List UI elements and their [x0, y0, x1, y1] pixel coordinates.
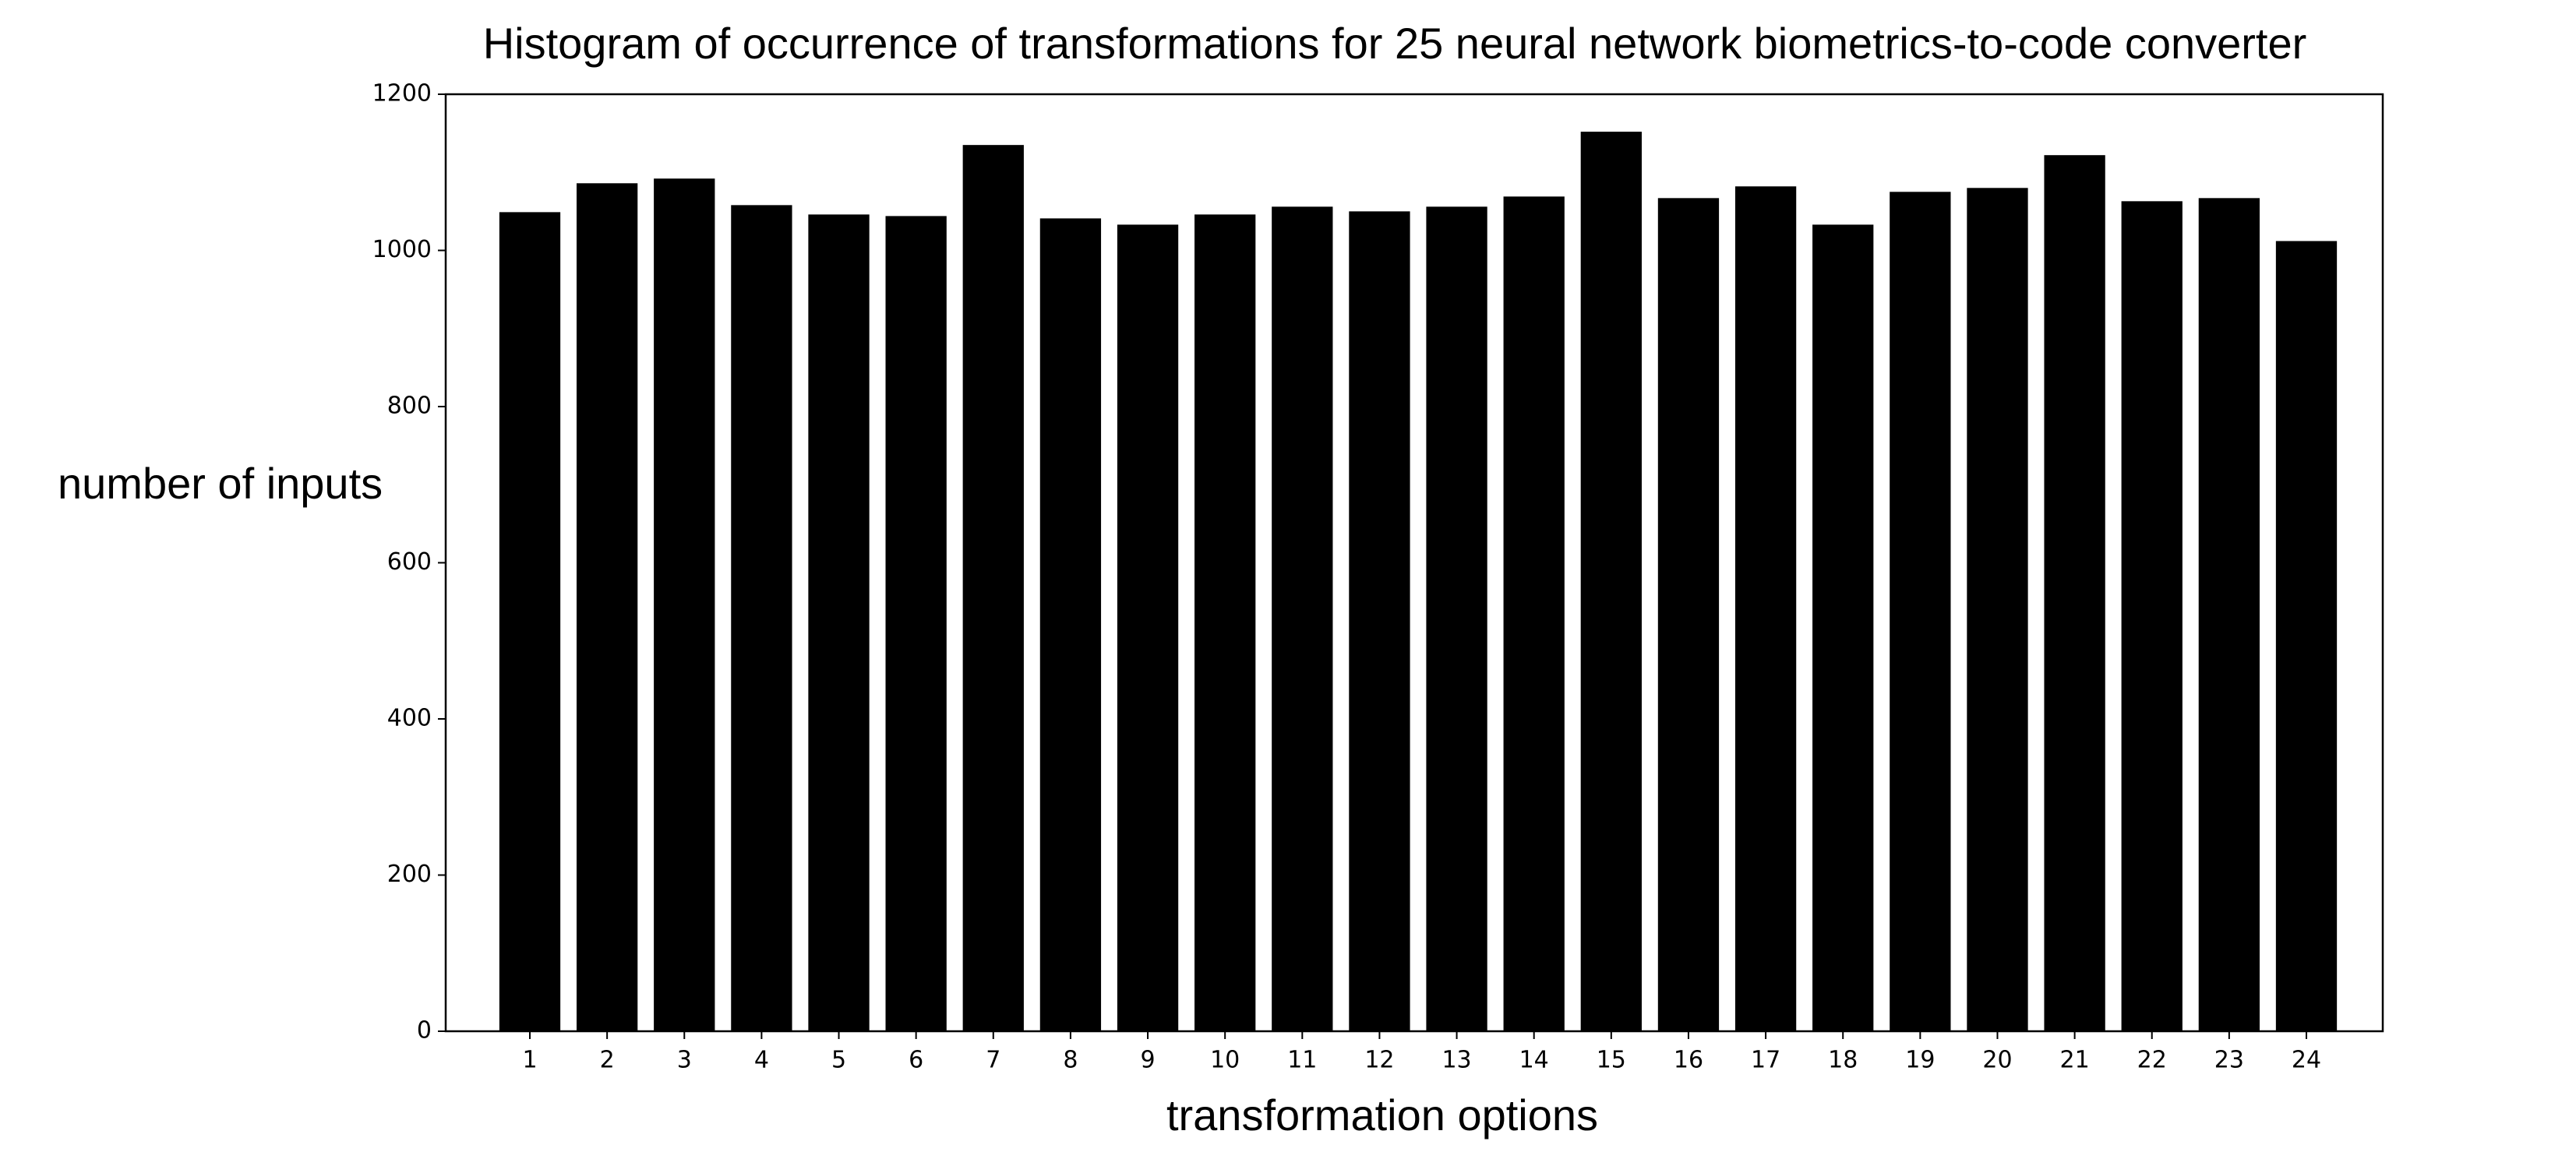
bar	[1656, 196, 1721, 1033]
bar	[729, 203, 794, 1032]
y-axis-label: number of inputs	[58, 459, 383, 508]
x-tick-label: 6	[909, 1047, 923, 1074]
x-tick-label: 24	[2292, 1047, 2321, 1074]
bar	[1965, 186, 2030, 1033]
y-tick-label: 1200	[372, 80, 432, 107]
x-tick-label: 8	[1063, 1047, 1078, 1074]
bar	[1115, 223, 1180, 1032]
bar	[806, 213, 871, 1033]
y-tick-label: 800	[387, 393, 432, 420]
bar	[497, 210, 563, 1032]
bar	[884, 214, 948, 1033]
y-tick-label: 1000	[372, 236, 432, 263]
x-tick-label: 20	[1982, 1047, 2012, 1074]
bar	[2197, 196, 2262, 1033]
plot-frame	[444, 93, 2384, 1033]
x-tick-label: 11	[1287, 1047, 1317, 1074]
y-tick-label: 200	[387, 861, 432, 888]
bar	[1501, 195, 1566, 1033]
x-axis-label: transformation options	[1166, 1090, 1598, 1140]
bar	[2119, 199, 2184, 1033]
bar	[1270, 205, 1335, 1032]
x-tick-label: 23	[2214, 1047, 2244, 1074]
bar	[1811, 223, 1876, 1032]
x-tick-label: 9	[1140, 1047, 1155, 1074]
bar	[1888, 190, 1953, 1032]
x-tick-label: 4	[754, 1047, 769, 1074]
x-tick-label: 12	[1364, 1047, 1394, 1074]
bar	[1038, 217, 1103, 1032]
y-tick-label: 600	[387, 548, 432, 576]
bar	[2274, 239, 2339, 1032]
x-tick-label: 10	[1210, 1047, 1240, 1074]
y-tick-label: 400	[387, 705, 432, 732]
bar	[961, 143, 1025, 1032]
x-tick-label: 19	[1905, 1047, 1935, 1074]
x-tick-label: 2	[600, 1047, 615, 1074]
bar	[1579, 130, 1643, 1032]
x-tick-label: 18	[1828, 1047, 1858, 1074]
x-tick-label: 13	[1442, 1047, 1471, 1074]
x-tick-label: 7	[986, 1047, 1000, 1074]
x-tick-label: 14	[1519, 1047, 1549, 1074]
x-tick-label: 16	[1674, 1047, 1703, 1074]
bar	[652, 177, 717, 1033]
bar	[2042, 153, 2107, 1032]
bar	[574, 181, 640, 1033]
x-tick-label: 15	[1597, 1047, 1626, 1074]
chart-title: Histogram of occurrence of transformatio…	[483, 19, 2307, 68]
x-tick-label: 1	[522, 1047, 537, 1074]
bar	[1347, 210, 1412, 1032]
bar	[1733, 185, 1798, 1033]
x-tick-label: 3	[677, 1047, 692, 1074]
bar	[1424, 205, 1489, 1032]
x-tick-label: 5	[831, 1047, 846, 1074]
x-tick-label: 17	[1751, 1047, 1780, 1074]
x-tick-label: 22	[2137, 1047, 2167, 1074]
y-tick-label: 0	[417, 1017, 432, 1044]
bar	[1193, 213, 1258, 1033]
x-tick-label: 21	[2060, 1047, 2090, 1074]
